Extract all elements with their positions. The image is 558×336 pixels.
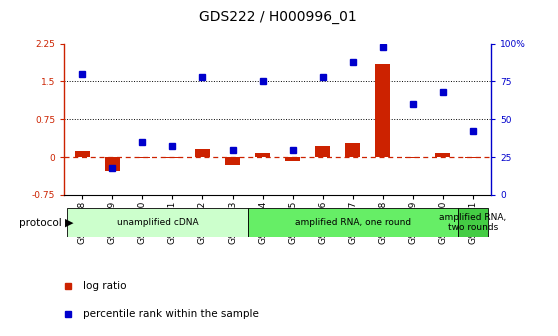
Bar bbox=[405, 157, 420, 158]
Text: amplified RNA, one round: amplified RNA, one round bbox=[295, 218, 411, 227]
Bar bbox=[67, 208, 248, 237]
Bar bbox=[285, 157, 300, 161]
Bar bbox=[435, 153, 450, 157]
Bar bbox=[315, 146, 330, 157]
Bar bbox=[195, 149, 210, 157]
Bar bbox=[165, 157, 180, 158]
Bar bbox=[225, 157, 240, 165]
Bar bbox=[248, 208, 458, 237]
Text: GDS222 / H000996_01: GDS222 / H000996_01 bbox=[199, 10, 357, 24]
Bar bbox=[75, 151, 90, 157]
Text: log ratio: log ratio bbox=[83, 281, 127, 291]
Text: percentile rank within the sample: percentile rank within the sample bbox=[83, 309, 259, 319]
Bar bbox=[345, 143, 360, 157]
Text: ▶: ▶ bbox=[65, 218, 74, 227]
Bar bbox=[465, 157, 480, 158]
Bar bbox=[135, 157, 150, 158]
Text: amplified RNA,
two rounds: amplified RNA, two rounds bbox=[439, 213, 507, 232]
Text: unamplified cDNA: unamplified cDNA bbox=[117, 218, 198, 227]
Bar bbox=[376, 64, 391, 157]
Text: protocol: protocol bbox=[18, 218, 61, 227]
Bar bbox=[458, 208, 488, 237]
Bar bbox=[255, 153, 270, 157]
Bar bbox=[105, 157, 120, 171]
